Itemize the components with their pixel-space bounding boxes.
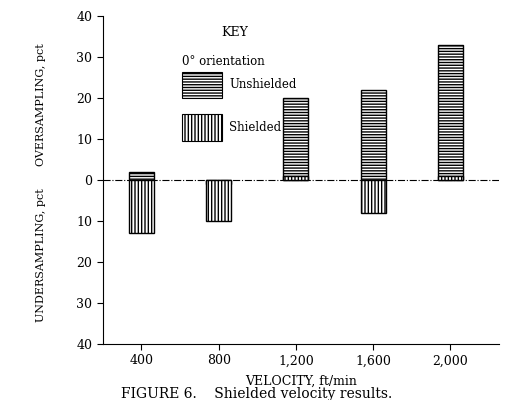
Bar — [438, 45, 463, 180]
Text: KEY: KEY — [222, 26, 248, 39]
Bar — [283, 176, 308, 180]
Bar — [360, 90, 386, 180]
Text: 0° orientation: 0° orientation — [182, 55, 265, 68]
Text: OVERSAMPLING, pct: OVERSAMPLING, pct — [36, 43, 46, 166]
Bar — [129, 180, 154, 233]
Text: FIGURE 6.    Shielded velocity results.: FIGURE 6. Shielded velocity results. — [121, 387, 393, 400]
Bar — [129, 172, 154, 180]
Bar — [283, 98, 308, 180]
Bar — [360, 180, 386, 213]
Bar — [438, 176, 463, 180]
Text: Shielded: Shielded — [229, 121, 282, 134]
Text: Unshielded: Unshielded — [229, 78, 297, 91]
Bar — [182, 72, 222, 98]
Bar — [206, 180, 231, 184]
X-axis label: VELOCITY, ft/min: VELOCITY, ft/min — [245, 374, 357, 387]
Bar — [182, 114, 222, 141]
Bar — [206, 180, 231, 221]
Text: UNDERSAMPLING, pct: UNDERSAMPLING, pct — [36, 188, 46, 322]
